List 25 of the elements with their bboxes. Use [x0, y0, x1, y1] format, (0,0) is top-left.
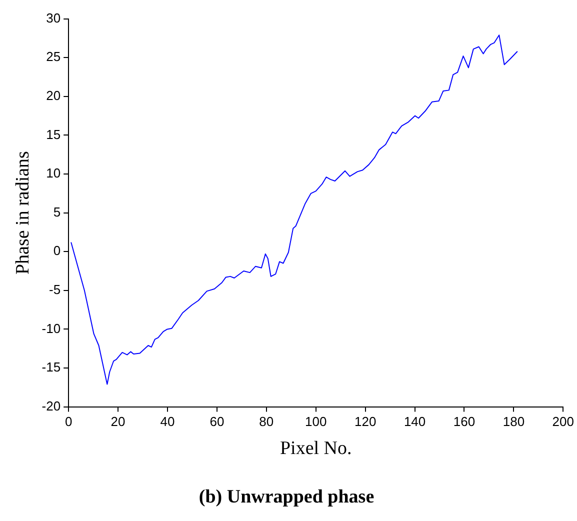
- y-tick-label: -20: [42, 398, 61, 414]
- x-tick-label: 80: [259, 414, 274, 430]
- x-tick-label: 20: [110, 414, 126, 430]
- y-tick-label: -15: [42, 360, 61, 375]
- y-tick-label: 20: [46, 88, 61, 103]
- text: (b) Unwrapped phase: [198, 486, 374, 508]
- y-tick-label: 30: [46, 10, 61, 26]
- x-tick-label: 40: [160, 414, 175, 430]
- y-tick-label: 15: [46, 126, 61, 142]
- x-tick-label: 140: [404, 414, 426, 430]
- x-tick-label: 160: [453, 414, 476, 430]
- x-tick-label: 120: [354, 414, 376, 430]
- y-axis-title: Phase in radians: [12, 151, 34, 275]
- x-tick-label: 60: [210, 414, 224, 430]
- x-tick-label: 0: [64, 414, 72, 430]
- y-tick-label: 0: [53, 243, 61, 258]
- y-tick-label: 5: [53, 204, 61, 220]
- x-tick-label: 100: [305, 414, 327, 430]
- y-tick-label: -10: [42, 320, 61, 336]
- x-tick-label: 200: [552, 414, 574, 430]
- x-tick-label: 180: [502, 414, 525, 430]
- x-axis-title: Pixel No.: [280, 438, 352, 459]
- y-tick-label: 10: [46, 166, 61, 181]
- y-tick-label: 25: [46, 49, 61, 64]
- y-tick-label: -5: [49, 282, 61, 297]
